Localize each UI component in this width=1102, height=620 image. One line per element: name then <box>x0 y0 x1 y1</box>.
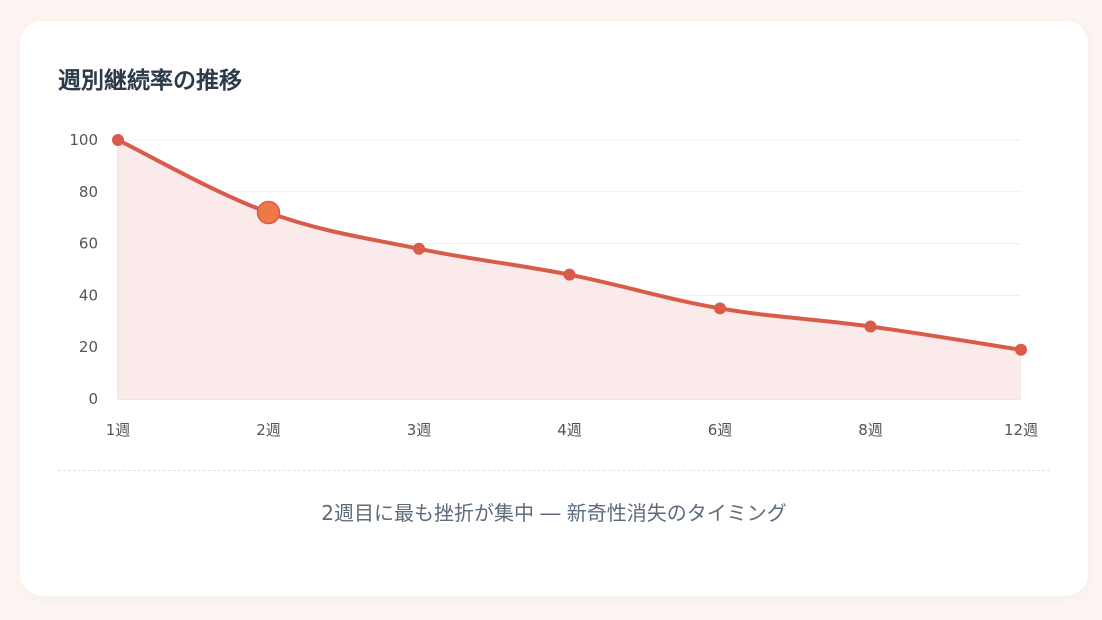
y-tick-label: 100 <box>69 131 98 149</box>
y-axis-tick-labels: 0 20 40 60 80 100 <box>69 131 98 408</box>
data-point[interactable] <box>1015 343 1027 356</box>
data-point[interactable] <box>714 302 726 315</box>
y-tick-label: 40 <box>79 286 98 304</box>
data-point[interactable] <box>563 268 576 281</box>
x-tick-label: 3週 <box>407 421 432 439</box>
x-tick-label: 4週 <box>557 421 582 439</box>
chart-card: 週別継続率の推移 0 20 40 60 80 100 1週 2週 3週 4週 6週 8週 12週 2週… <box>20 21 1088 596</box>
data-point[interactable] <box>112 134 124 146</box>
x-tick-label: 6週 <box>708 421 733 439</box>
chart-title: 週別継続率の推移 <box>58 68 242 94</box>
data-point[interactable] <box>864 320 877 333</box>
data-point[interactable] <box>413 242 425 255</box>
x-tick-label: 8週 <box>858 421 883 439</box>
retention-area <box>118 140 1021 399</box>
retention-line-chart: 0 20 40 60 80 100 1週 2週 3週 4週 6週 8週 12週 <box>69 131 1038 439</box>
divider <box>58 470 1050 471</box>
y-tick-label: 20 <box>79 338 98 356</box>
x-tick-label: 1週 <box>106 421 131 439</box>
y-tick-label: 60 <box>79 235 98 253</box>
x-tick-label: 12週 <box>1004 421 1038 439</box>
y-tick-label: 0 <box>88 390 98 408</box>
x-axis-tick-labels: 1週 2週 3週 4週 6週 8週 12週 <box>106 421 1038 439</box>
y-tick-label: 80 <box>79 183 98 201</box>
x-tick-label: 2週 <box>256 421 281 439</box>
highlight-data-point[interactable] <box>256 200 281 225</box>
area-layer <box>118 140 1021 399</box>
chart-caption: 2週目に最も挫折が集中 ― 新奇性消失のタイミング <box>321 501 787 525</box>
point-layer <box>112 134 1027 356</box>
